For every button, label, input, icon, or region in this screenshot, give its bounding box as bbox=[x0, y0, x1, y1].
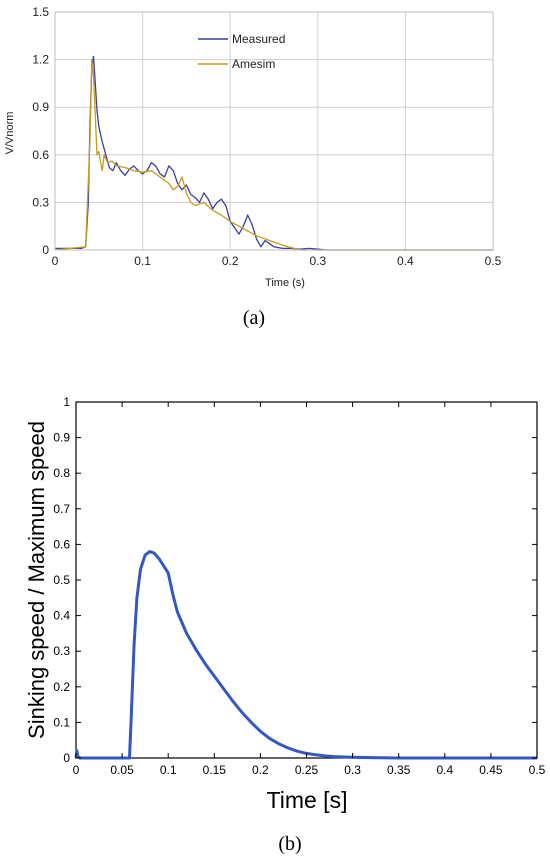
chart-b-y-tick-label-9: 0.9 bbox=[53, 431, 70, 445]
chart-a-x-tick-label-3: 0.3 bbox=[309, 254, 326, 268]
chart-a-legend-label-0: Measured bbox=[232, 32, 285, 46]
chart-b-x-tick-label-6: 0.3 bbox=[344, 763, 361, 777]
chart-b-y-axis-label: Sinking speed / Maximum speed bbox=[24, 421, 49, 739]
chart-a-x-tick-label-0: 0 bbox=[52, 254, 59, 268]
chart-b-y-tick-label-1: 0.1 bbox=[53, 715, 70, 729]
chart-a-legend-label-1: Amesim bbox=[232, 57, 275, 71]
chart-b-x-tick-labels: 0 0.05 0.1 0.15 0.2 0.25 0.3 0.35 0.4 0.45 0.5 bbox=[73, 402, 546, 777]
chart-b-x-tick-label-0: 0 bbox=[73, 763, 80, 777]
chart-b-y-tick-label-8: 0.8 bbox=[53, 466, 70, 480]
chart-b-y-tick-label-3: 0.3 bbox=[53, 644, 70, 658]
chart-b-x-tick-label-4: 0.2 bbox=[252, 763, 269, 777]
chart-b-x-tick-label-9: 0.45 bbox=[479, 763, 503, 777]
chart-b-series-line-0 bbox=[74, 550, 537, 760]
chart-b-y-tick-labels: 0 0.1 0.2 0.3 0.4 0.5 0.6 0.7 0.8 0.9 1 bbox=[53, 395, 537, 765]
chart-a-series bbox=[54, 55, 493, 251]
chart-a-y-tick-label-4: 1.2 bbox=[32, 53, 49, 67]
chart-panel-a: 0 0.1 0.2 0.3 0.4 0.5 0 0.3 0.6 0.9 1.2 1.5 Measur… bbox=[4, 5, 502, 329]
chart-a-x-tick-label-2: 0.2 bbox=[222, 254, 239, 268]
chart-a-x-tick-labels: 0 0.1 0.2 0.3 0.4 0.5 bbox=[52, 254, 502, 268]
chart-b-x-tick-label-7: 0.35 bbox=[387, 763, 411, 777]
chart-a-y-tick-label-1: 0.3 bbox=[32, 195, 49, 209]
chart-b-y-tick-label-10: 1 bbox=[63, 395, 70, 409]
chart-a-grid bbox=[54, 11, 494, 251]
chart-b-x-axis-label: Time [s] bbox=[267, 787, 348, 813]
chart-b-y-tick-label-7: 0.7 bbox=[53, 502, 70, 516]
chart-b-y-tick-label-0: 0 bbox=[63, 751, 70, 765]
chart-a-y-tick-label-5: 1.5 bbox=[32, 5, 49, 19]
chart-b-y-tick-label-4: 0.4 bbox=[53, 609, 70, 623]
chart-b-y-tick-label-6: 0.6 bbox=[53, 537, 70, 551]
chart-b-x-tick-label-3: 0.15 bbox=[203, 763, 227, 777]
chart-b-x-tick-label-2: 0.1 bbox=[160, 763, 177, 777]
chart-b-x-tick-label-1: 0.05 bbox=[110, 763, 134, 777]
chart-a-x-tick-label-1: 0.1 bbox=[134, 254, 151, 268]
chart-a-y-tick-label-3: 0.9 bbox=[32, 100, 49, 114]
chart-a-x-tick-label-5: 0.5 bbox=[485, 254, 502, 268]
chart-a-series-line-1 bbox=[54, 58, 493, 251]
chart-a-legend: Measured Amesim bbox=[198, 32, 285, 71]
chart-a-plot-area bbox=[54, 11, 494, 251]
chart-b-x-tick-label-10: 0.5 bbox=[529, 763, 546, 777]
chart-a-y-tick-labels: 0 0.3 0.6 0.9 1.2 1.5 bbox=[32, 5, 49, 257]
chart-b-plot-area bbox=[75, 401, 538, 759]
chart-b-series bbox=[74, 550, 537, 760]
chart-b-x-tick-label-8: 0.4 bbox=[436, 763, 453, 777]
chart-a-frame bbox=[54, 11, 494, 251]
chart-a-series-line-0 bbox=[55, 55, 493, 251]
chart-a-y-axis-label: V/Vnorm bbox=[4, 112, 16, 155]
chart-a-x-axis-label: Time (s) bbox=[265, 277, 305, 289]
chart-a-x-tick-label-4: 0.4 bbox=[397, 254, 414, 268]
chart-panel-b: 0 0.05 0.1 0.15 0.2 0.25 0.3 0.35 0.4 0.45 0.5 0 0.… bbox=[24, 395, 546, 855]
chart-b-frame bbox=[75, 401, 538, 759]
chart-b-y-tick-label-5: 0.5 bbox=[53, 573, 70, 587]
chart-b-y-tick-label-2: 0.2 bbox=[53, 680, 70, 694]
panel-b-caption: (b) bbox=[278, 833, 301, 855]
chart-a-y-tick-label-0: 0 bbox=[42, 243, 49, 257]
chart-a-y-tick-label-2: 0.6 bbox=[32, 148, 49, 162]
panel-a-caption: (a) bbox=[243, 307, 265, 329]
chart-b-x-tick-label-5: 0.25 bbox=[295, 763, 319, 777]
